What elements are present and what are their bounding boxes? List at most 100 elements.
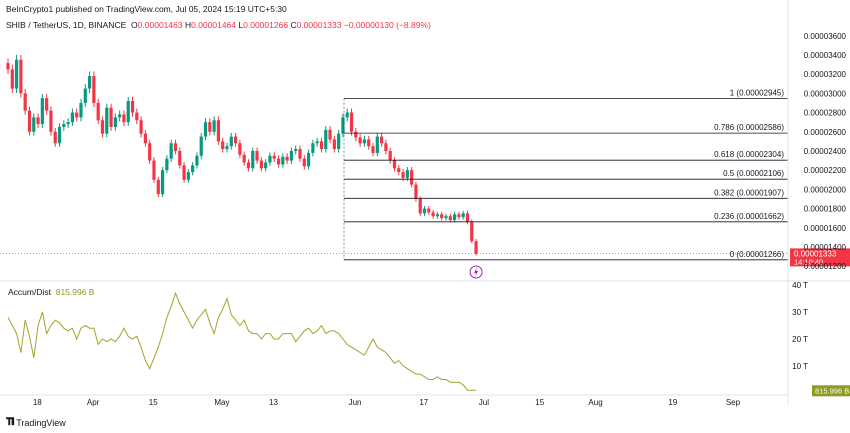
candle-up[interactable] (40, 98, 44, 125)
candle-down[interactable] (6, 63, 10, 70)
candle-down[interactable] (392, 160, 397, 169)
candle-up[interactable] (281, 156, 285, 165)
candle-down[interactable] (238, 143, 242, 155)
candle-up[interactable] (57, 126, 62, 144)
candle-down[interactable] (23, 93, 27, 111)
candle-down[interactable] (45, 98, 49, 111)
candle-down[interactable] (457, 214, 461, 218)
candle-down[interactable] (49, 110, 53, 132)
candle-up[interactable] (169, 143, 173, 159)
candle-up[interactable] (32, 117, 36, 132)
candle-up[interactable] (452, 214, 457, 221)
candle-up[interactable] (186, 172, 190, 180)
candle-up[interactable] (87, 76, 92, 89)
candle-down[interactable] (388, 150, 392, 161)
candle-down[interactable] (410, 170, 414, 185)
candle-up[interactable] (444, 216, 448, 219)
candle-down[interactable] (465, 213, 470, 222)
candle-down[interactable] (319, 141, 324, 150)
candle-up[interactable] (165, 158, 169, 171)
candle-down[interactable] (27, 110, 32, 132)
candle-up[interactable] (105, 107, 109, 134)
symbol-name[interactable]: SHIB / TetherUS, 1D, BINANCE (6, 20, 127, 30)
candle-up[interactable] (337, 133, 341, 150)
candle-down[interactable] (255, 150, 259, 161)
candle-up[interactable] (289, 150, 294, 161)
candle-up[interactable] (113, 117, 117, 127)
indicator-name[interactable]: Accum/Dist (8, 287, 51, 297)
candle-down[interactable] (36, 117, 40, 125)
candle-up[interactable] (311, 143, 315, 153)
candle-up[interactable] (118, 114, 122, 118)
candle-down[interactable] (148, 143, 152, 161)
candle-down[interactable] (431, 212, 435, 217)
candle-up[interactable] (126, 101, 130, 123)
candle-down[interactable] (427, 208, 431, 213)
candle-down[interactable] (19, 59, 23, 94)
candle-up[interactable] (14, 59, 19, 89)
candle-down[interactable] (354, 131, 358, 138)
candle-down[interactable] (173, 143, 178, 151)
candle-up[interactable] (79, 102, 83, 118)
candle-up[interactable] (251, 150, 255, 169)
candle-down[interactable] (246, 162, 251, 169)
candle-down[interactable] (53, 131, 57, 144)
candle-down[interactable] (182, 165, 186, 180)
candle-down[interactable] (328, 129, 332, 140)
indicator-legend[interactable]: Accum/Dist 815.996 B (8, 287, 94, 297)
candle-up[interactable] (362, 139, 367, 144)
candle-down[interactable] (143, 133, 148, 144)
candle-up[interactable] (160, 170, 165, 195)
candle-down[interactable] (414, 184, 418, 199)
candle-down[interactable] (10, 69, 14, 89)
accum-dist-line[interactable] (7, 291, 477, 391)
candle-down[interactable] (349, 112, 354, 132)
accum-dist-pane[interactable]: 815.996 B (7, 291, 850, 397)
candle-down[interactable] (96, 102, 100, 121)
candle-down[interactable] (379, 136, 384, 144)
candle-down[interactable] (75, 112, 79, 118)
candle-up[interactable] (66, 122, 70, 125)
candle-up[interactable] (422, 208, 427, 214)
candle-up[interactable] (375, 136, 379, 153)
candle-down[interactable] (302, 158, 306, 167)
candle-down[interactable] (122, 114, 126, 123)
candle-up[interactable] (345, 112, 349, 118)
candle-down[interactable] (216, 120, 221, 142)
candle-down[interactable] (152, 160, 156, 180)
candle-up[interactable] (225, 146, 229, 150)
candle-down[interactable] (384, 143, 388, 151)
candle-up[interactable] (294, 149, 298, 151)
candle-up[interactable] (62, 124, 66, 127)
candle-down[interactable] (233, 136, 238, 144)
candle-down[interactable] (139, 120, 143, 134)
candle-up[interactable] (203, 122, 208, 137)
candle-down[interactable] (285, 156, 289, 161)
candle-down[interactable] (397, 168, 401, 173)
candle-down[interactable] (332, 139, 336, 150)
candle-down[interactable] (135, 112, 139, 121)
candle-up[interactable] (229, 136, 233, 147)
candle-down[interactable] (109, 107, 113, 127)
candle-down[interactable] (474, 241, 478, 254)
candle-down[interactable] (156, 179, 160, 195)
candle-down[interactable] (470, 222, 474, 242)
last-price-badge[interactable] (790, 248, 850, 267)
candle-up[interactable] (70, 112, 75, 123)
candle-down[interactable] (298, 149, 302, 159)
candle-up[interactable] (83, 88, 87, 103)
candle-up[interactable] (306, 152, 311, 167)
candle-up[interactable] (212, 120, 216, 132)
candle-up[interactable] (324, 129, 328, 150)
candle-down[interactable] (100, 120, 105, 134)
accum-dist-badge[interactable] (812, 385, 850, 397)
fibonacci-retracement[interactable]: 1 (0.00002945) 0.786 (0.00002586) 0.618 (0… (343, 89, 788, 261)
candle-up[interactable] (268, 155, 272, 163)
candle-down[interactable] (242, 154, 246, 163)
candle-up[interactable] (461, 213, 465, 218)
candle-down[interactable] (440, 214, 444, 219)
candle-down[interactable] (418, 198, 422, 214)
candle-down[interactable] (178, 150, 182, 166)
candle-down[interactable] (92, 76, 96, 103)
